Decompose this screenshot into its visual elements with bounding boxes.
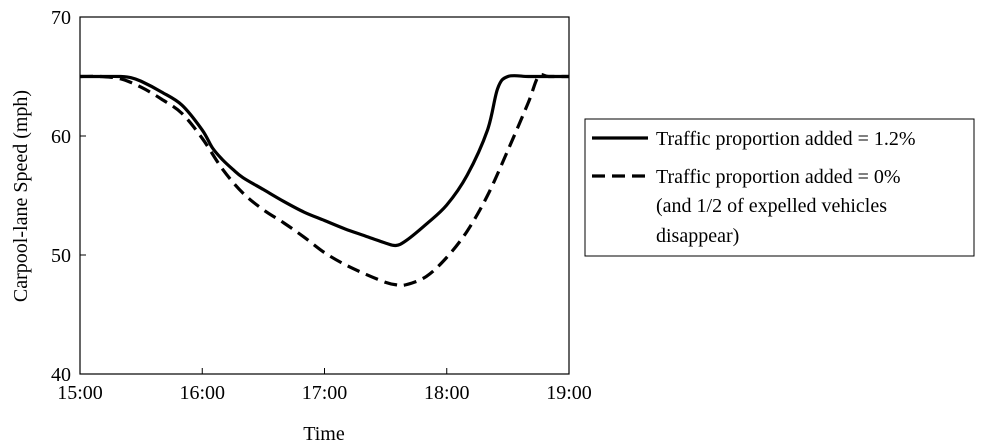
y-tick-label: 70: [51, 7, 71, 29]
y-tick-label: 40: [51, 364, 71, 386]
x-tick-label: 18:00: [424, 382, 470, 404]
legend-label-series-2-line2: (and 1/2 of expelled vehicles: [656, 195, 887, 217]
legend-label-series-2: Traffic proportion added = 0%: [656, 166, 901, 188]
series-line-2: [79, 72, 569, 288]
y-axis: 40 50 60 70: [51, 7, 86, 386]
x-tick-label: 15:00: [57, 382, 103, 404]
series-line-1: [80, 74, 569, 248]
legend-label-series-2-line3: disappear): [656, 225, 739, 247]
plot-area: [79, 16, 570, 375]
legend-box: [584, 118, 975, 257]
series-layer: [79, 72, 569, 288]
x-tick-label: 19:00: [546, 382, 592, 404]
x-axis: 15:00 16:00 17:00 18:00 19:00: [57, 368, 592, 404]
x-axis-title: Time: [303, 423, 345, 445]
y-tick-label: 60: [51, 126, 71, 148]
y-axis-title: Carpool-lane Speed (mph): [10, 90, 32, 302]
y-tick-label: 50: [51, 245, 71, 267]
x-tick-label: 17:00: [302, 382, 348, 404]
legend-label-series-1: Traffic proportion added = 1.2%: [656, 128, 916, 150]
x-tick-label: 16:00: [179, 382, 225, 404]
legend: Traffic proportion added = 1.2% Traffic …: [584, 118, 975, 257]
